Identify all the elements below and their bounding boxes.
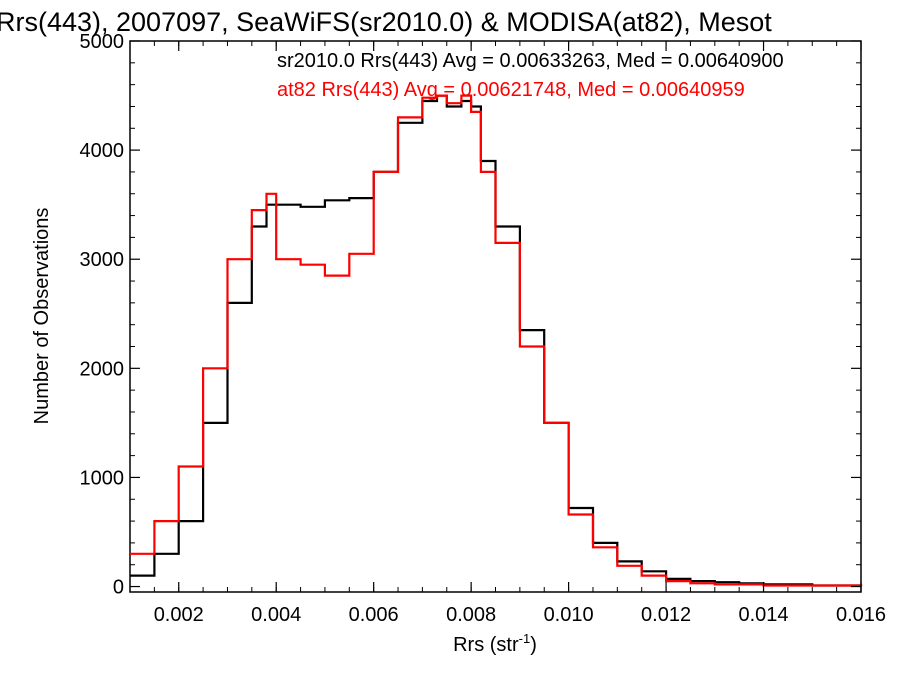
series-line-1 xyxy=(130,94,863,587)
y-axis-label: Number of Observations xyxy=(31,208,53,425)
plot-area xyxy=(129,40,863,593)
x-tick-label: 0.006 xyxy=(349,604,399,626)
x-tick-label: 0.016 xyxy=(836,604,886,626)
x-tick-label: 0.014 xyxy=(739,604,789,626)
y-tick-label: 3000 xyxy=(80,249,125,271)
x-tick-label: 0.012 xyxy=(641,604,691,626)
chart-title: Rrs(443), 2007097, SeaWiFS(sr2010.0) & M… xyxy=(0,7,772,37)
ticks-group xyxy=(129,40,862,592)
x-axis-label-suffix: ) xyxy=(530,634,537,656)
x-tick-label: 0.004 xyxy=(251,604,301,626)
y-tick-label: 4000 xyxy=(80,140,125,162)
y-tick-label: 2000 xyxy=(80,358,125,380)
legend-entry-1: sr2010.0 Rrs(443) Avg = 0.00633263, Med … xyxy=(277,50,784,72)
x-tick-labels: 0.002 0.004 0.006 0.008 0.010 0.012 0.014 0.016 xyxy=(154,604,886,626)
x-axis-label: Rrs (str-1) xyxy=(453,631,537,656)
series-group xyxy=(130,94,863,587)
x-tick-label: 0.010 xyxy=(544,604,594,626)
plot-frame xyxy=(129,40,862,593)
series-line-2 xyxy=(130,94,863,587)
x-tick-label: 0.002 xyxy=(154,604,204,626)
legend-entry-2: at82 Rrs(443) Avg = 0.00621748, Med = 0.… xyxy=(277,79,745,101)
y-tick-label: 5000 xyxy=(80,31,125,53)
y-tick-label: 1000 xyxy=(80,467,125,489)
x-axis-label-main: Rrs (str xyxy=(453,634,519,656)
y-tick-labels: 0 1000 2000 3000 4000 5000 xyxy=(80,31,125,599)
x-axis-label-superscript: -1 xyxy=(519,631,531,646)
x-tick-label: 0.008 xyxy=(446,604,496,626)
y-tick-label: 0 xyxy=(113,577,124,599)
